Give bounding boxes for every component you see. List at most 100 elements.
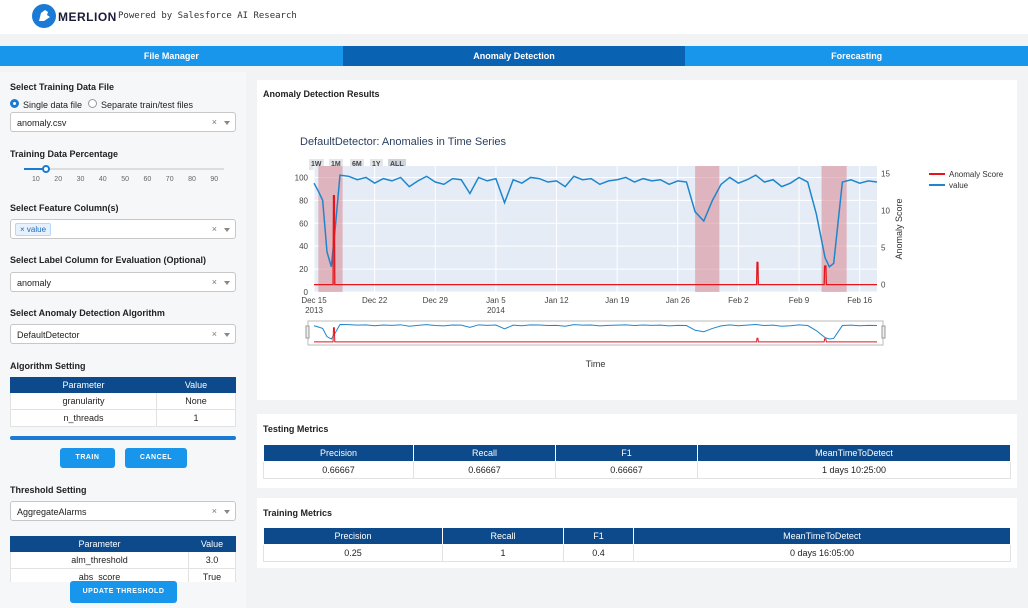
y2-tick-label: 5 bbox=[881, 244, 886, 253]
feature-column-dropdown[interactable]: × value × bbox=[10, 219, 236, 239]
tag-remove-icon[interactable]: × bbox=[20, 225, 27, 234]
tab-file-manager[interactable]: File Manager bbox=[0, 46, 343, 66]
percentage-slider-track[interactable] bbox=[24, 168, 224, 170]
metric-header: Precision bbox=[263, 444, 414, 462]
anomaly-region bbox=[821, 166, 847, 292]
results-panel: Anomaly Detection Results DefaultDetecto… bbox=[257, 80, 1017, 400]
update-threshold-button[interactable]: UPDATE THRESHOLD bbox=[70, 581, 177, 603]
threshold-params-scroll[interactable]: Parameter Value alm_threshold 3.0 abs_sc… bbox=[10, 536, 236, 582]
y2-axis-label: Anomaly Score bbox=[894, 198, 904, 259]
param-value-cell[interactable]: 1 bbox=[156, 409, 236, 427]
value-header: Value bbox=[156, 377, 236, 393]
y-tick-label: 40 bbox=[299, 242, 308, 251]
radio-separate-files[interactable] bbox=[88, 99, 97, 108]
app-header: MERLION Powered by Salesforce AI Researc… bbox=[0, 0, 1028, 34]
clear-icon[interactable]: × bbox=[211, 277, 217, 287]
threshold-dropdown[interactable]: AggregateAlarms × bbox=[10, 501, 236, 521]
percentage-slider-fill bbox=[24, 168, 46, 170]
label-column-value: anomaly bbox=[17, 278, 52, 288]
algorithm-setting-label: Algorithm Setting bbox=[10, 361, 86, 371]
y-tick-label: 60 bbox=[299, 219, 308, 228]
range-button-1w[interactable]: 1W bbox=[309, 159, 324, 170]
anomaly-region bbox=[695, 166, 720, 292]
algorithm-dropdown[interactable]: DefaultDetector × bbox=[10, 324, 236, 344]
label-column-dropdown[interactable]: anomaly × bbox=[10, 272, 236, 292]
legend-label: value bbox=[949, 181, 969, 190]
range-button-all[interactable]: ALL bbox=[388, 159, 406, 170]
slider-tick-label: 10 bbox=[32, 176, 40, 183]
metric-value: 0.66667 bbox=[263, 461, 414, 479]
chevron-down-icon[interactable] bbox=[224, 510, 230, 514]
training-metrics-panel: Training Metrics Precision Recall F1 Mea… bbox=[257, 498, 1017, 568]
y2-tick-label: 0 bbox=[881, 281, 886, 290]
metric-value: 1 days 10:25:00 bbox=[697, 461, 1011, 479]
tab-anomaly-detection[interactable]: Anomaly Detection bbox=[342, 46, 686, 66]
table-row: alm_threshold 3.0 bbox=[10, 551, 236, 569]
feature-tag[interactable]: × value bbox=[15, 223, 52, 236]
param-name: n_threads bbox=[10, 409, 157, 427]
table-row: n_threads 1 bbox=[10, 409, 236, 427]
range-button-6m[interactable]: 6M bbox=[350, 159, 364, 170]
x-tick-year-label: 2013 bbox=[305, 306, 323, 315]
range-button-1y[interactable]: 1Y bbox=[370, 159, 383, 170]
slider-tick-label: 60 bbox=[143, 176, 152, 183]
y-tick-label: 100 bbox=[295, 173, 309, 182]
tab-forecasting[interactable]: Forecasting bbox=[685, 46, 1028, 66]
slider-tick-label: 90 bbox=[210, 176, 219, 183]
param-value-cell[interactable]: True bbox=[188, 568, 236, 582]
value-series-line bbox=[313, 174, 878, 268]
range-button-1m[interactable]: 1M bbox=[329, 159, 343, 170]
chevron-down-icon[interactable] bbox=[224, 121, 230, 125]
training-file-label: Select Training Data File bbox=[10, 82, 115, 92]
training-percentage-label: Training Data Percentage bbox=[10, 149, 119, 159]
metric-header: MeanTimeToDetect bbox=[697, 444, 1011, 462]
param-value-cell[interactable]: None bbox=[156, 392, 236, 410]
param-name: abs_score bbox=[10, 568, 189, 582]
chevron-down-icon[interactable] bbox=[224, 228, 230, 232]
y2-tick-label: 10 bbox=[881, 206, 890, 215]
metric-value: 0.66667 bbox=[555, 461, 698, 479]
x-tick-label: Dec 15 bbox=[301, 296, 327, 305]
y2-tick-label: 15 bbox=[881, 169, 890, 178]
param-name: granularity bbox=[10, 392, 157, 410]
range-slider-handle-left bbox=[305, 325, 310, 339]
clear-icon[interactable]: × bbox=[211, 224, 217, 234]
percentage-slider-handle[interactable] bbox=[42, 165, 50, 173]
training-file-dropdown[interactable]: anomaly.csv × bbox=[10, 112, 236, 132]
clear-icon[interactable]: × bbox=[211, 117, 217, 127]
chevron-down-icon[interactable] bbox=[224, 281, 230, 285]
radio-single-file[interactable] bbox=[10, 99, 19, 108]
app-name: MERLION bbox=[58, 10, 117, 24]
x-axis-label: Time bbox=[586, 359, 606, 369]
metric-value: 0.4 bbox=[563, 544, 634, 562]
metric-header: F1 bbox=[555, 444, 698, 462]
x-tick-year-label: 2014 bbox=[487, 306, 505, 315]
param-header: Parameter bbox=[10, 377, 157, 393]
radio-single-file-label: Single data file bbox=[23, 100, 83, 110]
train-button[interactable]: TRAIN bbox=[60, 448, 115, 468]
progress-bar bbox=[10, 436, 236, 440]
algorithm-value: DefaultDetector bbox=[17, 330, 80, 340]
metric-header: Recall bbox=[442, 527, 564, 545]
testing-metrics-table: Precision Recall F1 MeanTimeToDetect 0.6… bbox=[263, 444, 1011, 479]
slider-tick-label: 20 bbox=[54, 176, 63, 183]
clear-icon[interactable]: × bbox=[211, 329, 217, 339]
x-tick-label: Dec 22 bbox=[362, 296, 388, 305]
radio-separate-files-label: Separate train/test files bbox=[101, 100, 194, 110]
clear-icon[interactable]: × bbox=[211, 506, 217, 516]
cancel-button[interactable]: CANCEL bbox=[125, 448, 187, 468]
testing-metrics-panel: Testing Metrics Precision Recall F1 Mean… bbox=[257, 414, 1017, 488]
x-tick-label: Jan 26 bbox=[666, 296, 691, 305]
slider-tick-label: 80 bbox=[188, 176, 196, 183]
testing-metrics-title: Testing Metrics bbox=[263, 424, 329, 434]
label-column-label: Select Label Column for Evaluation (Opti… bbox=[10, 255, 207, 265]
algorithm-label: Select Anomaly Detection Algorithm bbox=[10, 308, 165, 318]
threshold-setting-label: Threshold Setting bbox=[10, 485, 87, 495]
chevron-down-icon[interactable] bbox=[224, 333, 230, 337]
metric-header: F1 bbox=[563, 527, 634, 545]
param-value-cell[interactable]: 3.0 bbox=[188, 551, 236, 569]
x-tick-label: Jan 19 bbox=[605, 296, 630, 305]
y-tick-label: 0 bbox=[304, 288, 309, 297]
slider-tick-label: 70 bbox=[165, 176, 174, 183]
